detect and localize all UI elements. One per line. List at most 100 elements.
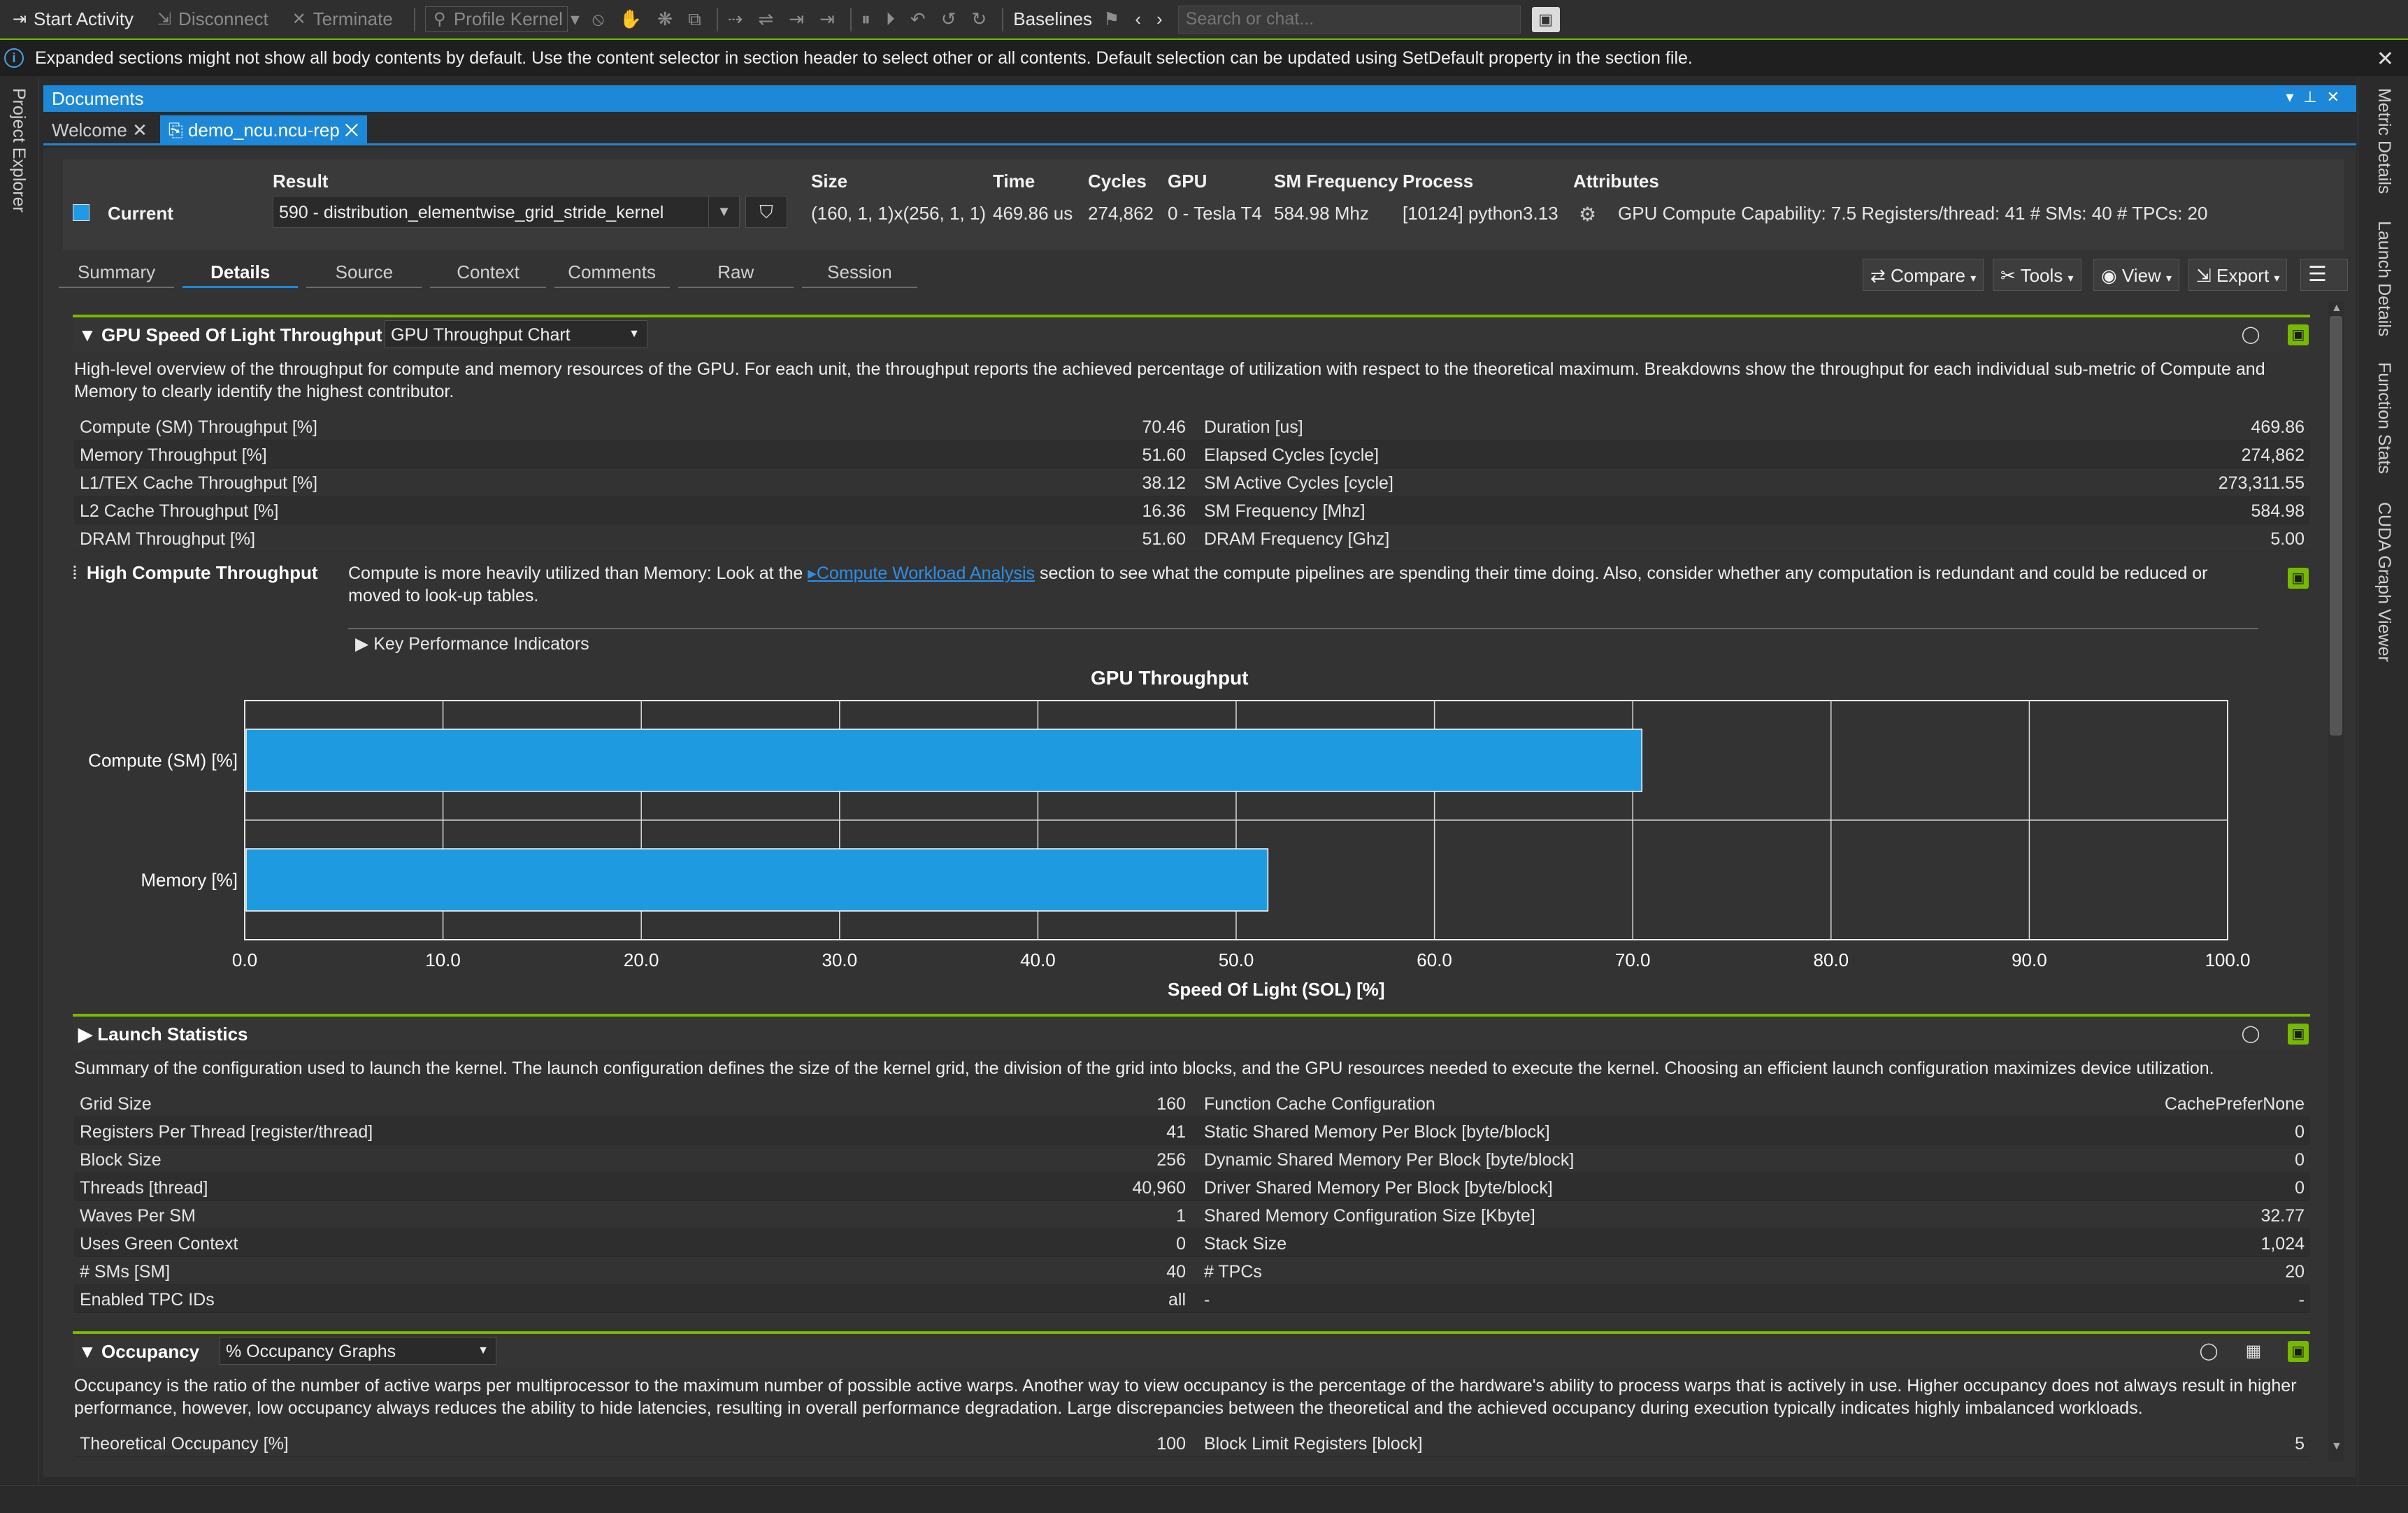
scroll-up-icon[interactable]: ▲ — [2331, 302, 2342, 314]
metric-details-tab[interactable]: Metric Details — [2374, 88, 2394, 194]
sm-frequency-label: SM Frequency — [1274, 171, 1398, 192]
calculator-icon[interactable]: ▦ — [2245, 1342, 2262, 1361]
scroll-down-icon[interactable]: ▼ — [2331, 1440, 2342, 1452]
compare-icon: ⇄ — [1870, 265, 1886, 286]
tab-summary[interactable]: Summary — [59, 257, 175, 288]
metric-label: Function Cache Configuration — [1204, 1094, 1435, 1114]
eye-icon: ◉ — [2101, 265, 2117, 286]
chat-icon[interactable]: ▣ — [1531, 6, 1560, 32]
sol-section-header[interactable]: ▼ GPU Speed Of Light Throughput GPU Thro… — [73, 315, 2310, 351]
rule-icon[interactable]: ▣ — [2288, 568, 2309, 589]
tools-button[interactable]: ✂ Tools ▾ — [1993, 259, 2081, 291]
tab-welcome[interactable]: Welcome ✕ — [52, 120, 148, 141]
result-label: Result — [273, 171, 329, 192]
rewind-icon[interactable]: ↺ — [940, 8, 956, 29]
gear-icon[interactable]: ⚙ — [1579, 203, 1597, 225]
metric-label: Elapsed Cycles [cycle] — [1204, 445, 1379, 465]
tab-source[interactable]: Source — [306, 257, 422, 288]
step-out-icon[interactable]: ⇥ — [789, 8, 805, 29]
baselines-button[interactable]: Baselines — [1013, 8, 1093, 29]
toolbar-separator — [1002, 7, 1004, 31]
table-row: L1/TEX Cache Throughput [%] 38.12 SM Activ… — [74, 468, 2310, 496]
sol-section-title: ▼ GPU Speed Of Light Throughput — [78, 324, 382, 345]
occupancy-section-selector[interactable]: % Occupancy Graphs ▼ — [220, 1337, 496, 1365]
metric-label: Theoretical Occupancy [%] — [80, 1434, 289, 1454]
rule-icon[interactable]: ▣ — [2288, 1341, 2309, 1362]
launch-details-tab[interactable]: Launch Details — [2374, 221, 2394, 337]
documents-window-controls[interactable]: ▾⊥✕ — [2286, 88, 2349, 106]
step-over-icon[interactable]: ⇢ — [727, 8, 743, 29]
metric-label: # SMs [SM] — [80, 1262, 171, 1282]
launch-description: Summary of the configuration used to lau… — [74, 1059, 2214, 1078]
size-value: (160, 1, 1)x(256, 1, 1) — [811, 203, 987, 224]
launch-section-header[interactable]: ▶ Launch Statistics ◯ ▣ — [73, 1014, 2310, 1050]
comment-icon[interactable]: ◯ — [2199, 1342, 2219, 1361]
compute-workload-analysis-link[interactable]: ▸Compute Workload Analysis — [808, 564, 1035, 583]
metric-label: Enabled TPC IDs — [80, 1290, 215, 1310]
view-button[interactable]: ◉ View ▾ — [2093, 259, 2180, 291]
run-to-icon[interactable]: ⇥ — [819, 8, 835, 29]
compare-button[interactable]: ⇄ Compare ▾ — [1863, 259, 1984, 291]
disconnect-button[interactable]: ⇲ Disconnect — [155, 8, 268, 30]
redo-icon[interactable]: ↻ — [971, 8, 987, 29]
table-row: Registers Per Thread [register/thread] 41… — [74, 1117, 2310, 1145]
step-into-icon[interactable]: ⇌ — [758, 8, 774, 29]
terminate-button[interactable]: ✕ Terminate — [289, 8, 393, 30]
rule-title: ⦙ High Compute Throughput — [73, 562, 318, 583]
metric-label: Stack Size — [1204, 1234, 1287, 1254]
kpi-divider — [348, 628, 2258, 629]
occupancy-section-header[interactable]: ▼ Occupancy % Occupancy Graphs ▼ ◯ ▦ ▣ — [73, 1331, 2310, 1368]
close-icon[interactable]: ✕ — [132, 120, 148, 141]
cycles-value: 274,862 — [1088, 203, 1154, 224]
rule-icon[interactable]: ▣ — [2288, 324, 2309, 345]
sol-section-selector[interactable]: GPU Throughput Chart ▼ — [385, 320, 647, 348]
resume-icon[interactable]: ⏵ — [885, 8, 895, 29]
comment-icon[interactable]: ◯ — [2241, 325, 2260, 344]
cuda-graph-viewer-tab[interactable]: CUDA Graph Viewer — [2374, 502, 2394, 662]
tab-context[interactable]: Context — [430, 257, 546, 288]
x-tick-label: 10.0 — [425, 949, 461, 970]
baselines-menu-icon[interactable]: ⚑ — [1103, 8, 1120, 29]
profile-kernel-button[interactable]: ⚲ Profile Kernel — [424, 6, 568, 32]
tab-details[interactable]: Details — [182, 257, 299, 288]
documents-title: Documents — [52, 88, 144, 109]
comment-icon[interactable]: ◯ — [2241, 1024, 2260, 1043]
metric-label: Shared Memory Configuration Size [Kbyte] — [1204, 1206, 1535, 1226]
tab-demo-ncu-rep[interactable]: ⎘ demo_ncu.ncu-rep ✕ — [159, 115, 367, 143]
table-row: DRAM Throughput [%] 51.60 DRAM Frequency [… — [74, 524, 2310, 552]
sync-icon[interactable]: ❋ — [657, 8, 673, 29]
close-icon[interactable]: ✕ — [345, 120, 359, 141]
kpi-toggle[interactable]: ▶ Key Performance Indicators — [355, 634, 589, 654]
search-input[interactable] — [1177, 5, 1521, 34]
rule-icon[interactable]: ▣ — [2288, 1024, 2309, 1045]
function-stats-tab[interactable]: Function Stats — [2374, 362, 2394, 474]
back-icon[interactable]: ‹ — [1135, 8, 1141, 29]
result-select[interactable]: 590 - distribution_elementwise_grid_stri… — [273, 196, 740, 228]
table-row: Grid Size 160 Function Cache Configuration… — [74, 1089, 2310, 1117]
project-explorer-tab[interactable]: Project Explorer — [9, 88, 29, 213]
scrollbar-thumb[interactable] — [2330, 316, 2342, 736]
metric-value: 51.60 — [1142, 529, 1186, 549]
filter-button[interactable]: ⛉ — [745, 196, 787, 228]
tab-raw[interactable]: Raw — [678, 257, 794, 288]
sol-description: High-level overview of the throughput fo… — [74, 359, 2265, 401]
tab-comments[interactable]: Comments — [554, 257, 670, 288]
table-row: Memory Throughput [%] 51.60 Elapsed Cycles… — [74, 440, 2310, 468]
close-icon[interactable]: ✕ — [2376, 48, 2394, 71]
hand-icon[interactable]: ✋ — [619, 8, 643, 29]
tab-session[interactable]: Session — [801, 257, 917, 288]
start-activity-button[interactable]: ⇥ Start Activity — [10, 8, 134, 30]
metric-value: 584.98 — [2251, 501, 2305, 521]
export-button[interactable]: ⇲ Export ▾ — [2188, 259, 2288, 291]
stop-icon[interactable]: ⧉ — [688, 8, 701, 29]
more-menu-button[interactable]: ☰ — [2300, 259, 2348, 291]
current-label: Current — [108, 203, 173, 224]
pause-icon[interactable]: ⏸ — [861, 8, 870, 29]
undo-icon[interactable]: ↶ — [910, 8, 926, 29]
forward-icon[interactable]: › — [1156, 8, 1163, 29]
cancel-icon[interactable]: ⦸ — [592, 8, 604, 29]
metric-value: 5 — [2295, 1434, 2305, 1454]
x-tick-label: 0.0 — [232, 949, 257, 970]
left-rail: Project Explorer — [0, 77, 39, 1489]
profile-kernel-dropdown-icon[interactable]: ▾ — [570, 8, 580, 29]
